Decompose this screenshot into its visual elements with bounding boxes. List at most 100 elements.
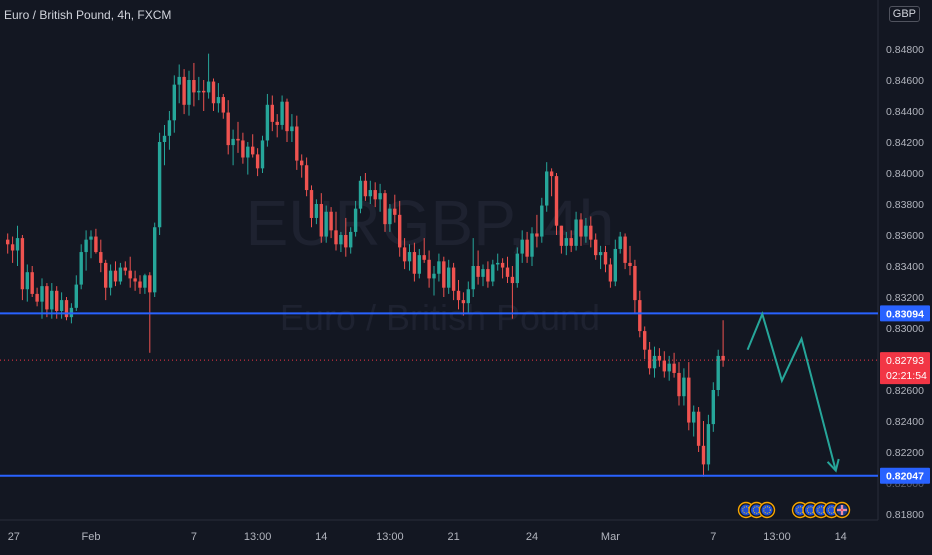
- projection-path[interactable]: [746, 311, 837, 471]
- candle: [45, 283, 49, 318]
- candle: [598, 245, 603, 270]
- candle-body: [162, 135, 167, 142]
- candle-body: [319, 204, 323, 237]
- candle-body: [290, 126, 294, 132]
- candle: [295, 115, 299, 170]
- candle: [40, 278, 44, 319]
- candle-body: [113, 270, 118, 282]
- candle: [118, 262, 123, 285]
- candle-body: [559, 225, 564, 246]
- candle-body: [549, 171, 554, 177]
- events-row: [737, 501, 851, 519]
- candle: [246, 142, 250, 175]
- candle: [530, 227, 534, 266]
- candle-body: [143, 275, 147, 288]
- candle-body: [535, 233, 539, 237]
- candle-body: [265, 104, 270, 141]
- current-price-tag-bg: [880, 352, 930, 385]
- candle: [113, 261, 118, 287]
- candle-body: [598, 252, 603, 256]
- candle-body: [231, 138, 235, 146]
- time-tick-label: 13:00: [376, 531, 404, 543]
- candle-body: [15, 238, 20, 251]
- candle-body: [530, 233, 534, 257]
- candle: [437, 253, 441, 282]
- level-tag-bg: [880, 305, 930, 322]
- candle: [535, 214, 539, 248]
- candle-body: [128, 270, 132, 279]
- candle-body: [716, 355, 720, 390]
- candle: [236, 121, 240, 153]
- level-tag-bg: [880, 467, 930, 484]
- watermark-name: Euro / British Pound: [280, 297, 600, 338]
- candle: [402, 238, 407, 270]
- candle-body: [525, 239, 529, 257]
- candle: [231, 129, 235, 166]
- candle: [515, 247, 519, 288]
- candle-body: [241, 140, 245, 158]
- candle-body: [192, 80, 196, 93]
- candle: [584, 217, 588, 243]
- candle-body: [701, 445, 706, 465]
- candle-body: [594, 239, 598, 256]
- candle-body: [344, 235, 348, 248]
- flag-field: [815, 504, 827, 516]
- candle: [64, 297, 69, 321]
- candle-body: [309, 190, 314, 218]
- price-tick-label: 0.82400: [886, 416, 924, 428]
- candle: [368, 180, 372, 204]
- candle-body: [216, 97, 221, 104]
- uk-flag-icon[interactable]: [833, 501, 851, 519]
- candle-body: [157, 142, 162, 228]
- time-tick-label: 24: [526, 531, 538, 543]
- candle-body: [329, 211, 333, 231]
- candle-body: [687, 377, 691, 423]
- candle-body: [471, 266, 475, 290]
- candle: [339, 231, 343, 253]
- currency-badge[interactable]: GBP: [888, 6, 920, 22]
- candle-body: [260, 140, 265, 169]
- candle-body: [412, 252, 417, 274]
- candle-body: [79, 252, 83, 285]
- candle: [398, 200, 402, 257]
- candle: [628, 245, 632, 276]
- price-tick-label: 0.84600: [886, 75, 924, 87]
- candle-body: [402, 247, 407, 262]
- flag-field: [751, 504, 762, 516]
- candle: [6, 233, 10, 254]
- candle-body: [197, 90, 201, 93]
- candle-body: [378, 193, 382, 200]
- candle-body: [20, 238, 25, 290]
- candle-body: [285, 101, 289, 132]
- candle: [432, 266, 436, 296]
- candle: [84, 230, 88, 271]
- candle-body: [456, 290, 461, 301]
- candle: [378, 183, 382, 212]
- candle-body: [104, 262, 108, 288]
- time-tick-label: 21: [447, 531, 459, 543]
- candle-body: [202, 90, 206, 93]
- candle: [206, 53, 211, 99]
- candle: [383, 190, 387, 232]
- candle: [505, 256, 510, 284]
- candle: [491, 259, 495, 287]
- candle: [334, 211, 338, 251]
- level-price-tag: 0.83094: [880, 305, 930, 322]
- time-tick-label: 7: [710, 531, 716, 543]
- candle-body: [447, 267, 451, 288]
- price-tick-label: 0.81800: [886, 509, 924, 521]
- flag-field: [761, 504, 773, 516]
- current-price-tag: 0.82793 02:21:54: [880, 352, 930, 385]
- time-axis[interactable]: 27 Feb 7 13:00 14 13:00 21 24 Mar 7 13:00 14: [8, 531, 847, 543]
- price-tick-label: 0.84000: [886, 168, 924, 180]
- eu-flag-icon[interactable]: [758, 501, 776, 519]
- candle: [711, 382, 715, 432]
- candle-body: [696, 411, 701, 446]
- price-axis[interactable]: 0.84800 0.84600 0.84400 0.84200 0.84000 0.838…: [886, 44, 924, 521]
- candle-body: [94, 236, 98, 253]
- candle-body: [167, 120, 172, 136]
- candle-body: [211, 81, 216, 104]
- candle: [202, 80, 206, 111]
